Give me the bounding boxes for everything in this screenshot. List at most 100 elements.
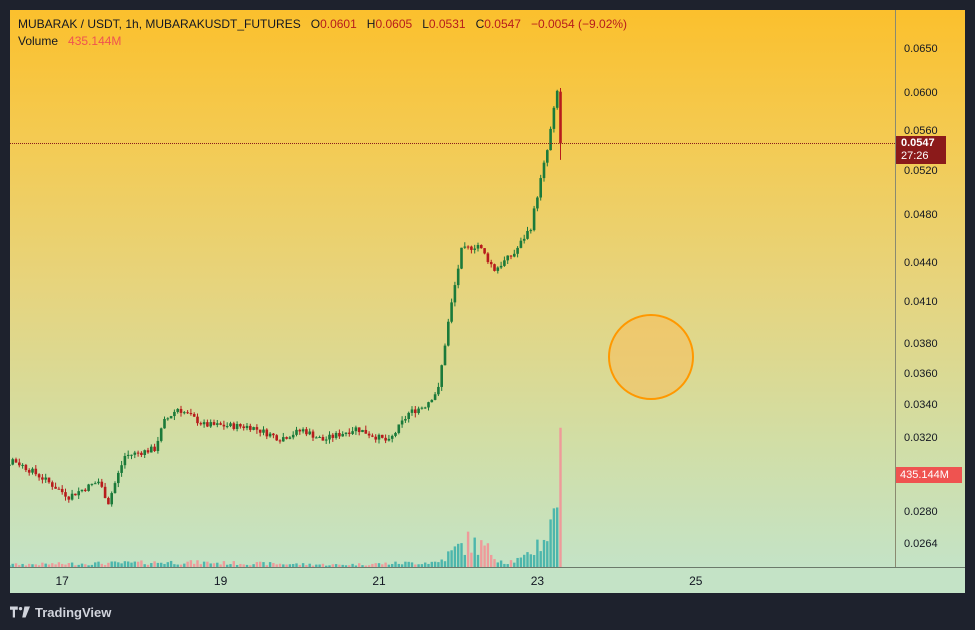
- circle-marker[interactable]: [608, 314, 694, 400]
- candle[interactable]: [513, 253, 516, 257]
- candle[interactable]: [552, 107, 556, 129]
- candle[interactable]: [245, 425, 249, 429]
- candle[interactable]: [258, 429, 262, 433]
- candle[interactable]: [499, 265, 503, 268]
- candle[interactable]: [549, 128, 552, 151]
- candle[interactable]: [315, 437, 318, 439]
- candle[interactable]: [87, 484, 90, 491]
- candle[interactable]: [77, 491, 80, 496]
- candle[interactable]: [242, 426, 245, 429]
- candle[interactable]: [60, 488, 64, 493]
- candle[interactable]: [34, 468, 38, 475]
- candle[interactable]: [506, 255, 509, 261]
- candle[interactable]: [311, 431, 315, 438]
- candle[interactable]: [97, 481, 100, 484]
- candle[interactable]: [74, 493, 77, 496]
- candle[interactable]: [202, 422, 206, 425]
- candle[interactable]: [219, 423, 222, 425]
- candle[interactable]: [110, 493, 113, 505]
- candle[interactable]: [140, 452, 143, 456]
- candle[interactable]: [186, 412, 189, 414]
- candle[interactable]: [100, 481, 104, 487]
- candle[interactable]: [117, 472, 120, 484]
- candle[interactable]: [522, 238, 526, 241]
- candle[interactable]: [24, 464, 28, 471]
- candle[interactable]: [291, 434, 295, 438]
- candle[interactable]: [27, 470, 31, 473]
- candle[interactable]: [64, 492, 67, 497]
- candle[interactable]: [11, 459, 14, 465]
- candle[interactable]: [447, 321, 450, 346]
- candle[interactable]: [222, 424, 226, 427]
- candle[interactable]: [272, 433, 275, 436]
- legend-symbol[interactable]: MUBARAK / USDT, 1h, MUBARAKUSDT_FUTURES: [18, 17, 301, 31]
- candle[interactable]: [18, 462, 21, 466]
- candle[interactable]: [37, 474, 41, 478]
- candle[interactable]: [305, 429, 308, 435]
- candle[interactable]: [90, 483, 94, 485]
- candle[interactable]: [536, 197, 539, 209]
- candle[interactable]: [288, 437, 292, 439]
- candle[interactable]: [344, 432, 348, 435]
- candle[interactable]: [367, 433, 371, 436]
- candle[interactable]: [480, 245, 483, 249]
- candle[interactable]: [189, 412, 193, 415]
- candle[interactable]: [179, 409, 183, 413]
- time-axis[interactable]: 17 19 21 23 25: [10, 567, 965, 593]
- legend-volume-label[interactable]: Volume: [18, 34, 59, 48]
- candle[interactable]: [516, 247, 519, 254]
- candle[interactable]: [212, 422, 216, 425]
- candle[interactable]: [430, 399, 434, 403]
- candle[interactable]: [463, 246, 467, 248]
- candle[interactable]: [483, 248, 486, 254]
- candle[interactable]: [176, 409, 179, 412]
- candle[interactable]: [268, 433, 272, 437]
- candle[interactable]: [206, 422, 209, 427]
- candle[interactable]: [466, 246, 470, 248]
- candle[interactable]: [400, 420, 404, 425]
- candle[interactable]: [361, 429, 364, 433]
- candle[interactable]: [252, 427, 255, 430]
- candle[interactable]: [156, 440, 160, 452]
- candle[interactable]: [377, 434, 381, 440]
- candle[interactable]: [390, 435, 394, 439]
- candle[interactable]: [301, 429, 305, 432]
- candle[interactable]: [407, 412, 410, 419]
- candle[interactable]: [298, 429, 302, 432]
- candle[interactable]: [470, 246, 473, 250]
- candle[interactable]: [80, 489, 84, 492]
- candle[interactable]: [394, 432, 397, 436]
- candle[interactable]: [285, 437, 288, 439]
- candle[interactable]: [57, 488, 61, 490]
- candle[interactable]: [278, 440, 282, 442]
- candle[interactable]: [120, 465, 123, 473]
- candle[interactable]: [183, 412, 186, 414]
- candle[interactable]: [546, 150, 549, 163]
- candle[interactable]: [150, 446, 153, 453]
- candle[interactable]: [169, 416, 173, 419]
- candle[interactable]: [503, 260, 506, 266]
- candle[interactable]: [423, 407, 427, 409]
- candle[interactable]: [364, 429, 368, 434]
- candle[interactable]: [166, 418, 170, 420]
- candle[interactable]: [496, 267, 500, 271]
- candle[interactable]: [387, 438, 391, 441]
- candle[interactable]: [173, 411, 176, 417]
- candle[interactable]: [433, 394, 437, 400]
- candle[interactable]: [146, 450, 150, 453]
- candle[interactable]: [282, 437, 285, 442]
- candle[interactable]: [126, 454, 130, 456]
- candle[interactable]: [41, 477, 44, 480]
- candle[interactable]: [163, 418, 166, 429]
- candle[interactable]: [308, 431, 311, 435]
- candle[interactable]: [420, 407, 424, 409]
- candle[interactable]: [338, 432, 341, 437]
- candle[interactable]: [321, 437, 325, 441]
- candle[interactable]: [216, 423, 219, 425]
- chart-pane[interactable]: MUBARAK / USDT, 1h, MUBARAKUSDT_FUTURES …: [10, 10, 895, 567]
- candle[interactable]: [357, 427, 361, 433]
- candle[interactable]: [427, 402, 430, 408]
- candle[interactable]: [47, 477, 51, 483]
- candle[interactable]: [14, 459, 18, 463]
- candle[interactable]: [123, 455, 127, 466]
